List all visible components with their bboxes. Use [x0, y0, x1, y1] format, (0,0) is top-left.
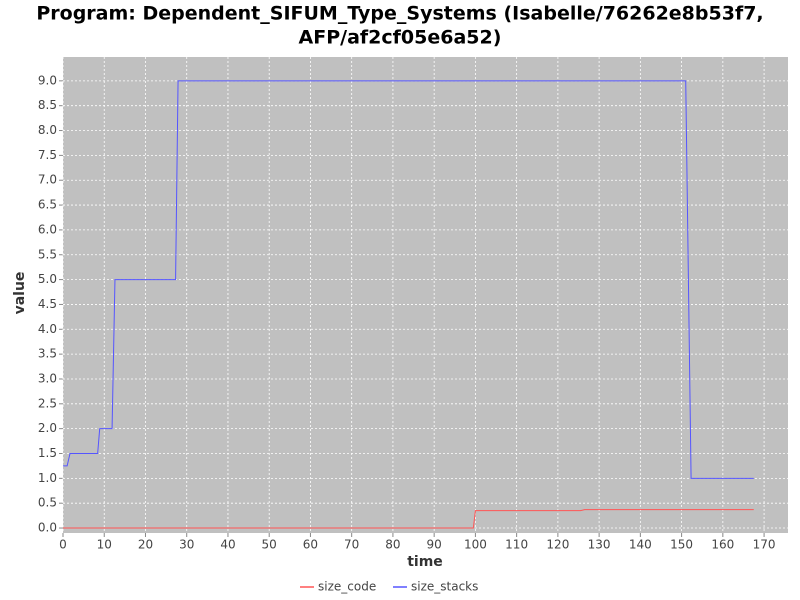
- x-tick-label: 20: [138, 538, 153, 552]
- y-tick-label: 8.5: [38, 98, 57, 112]
- x-tick-label: 60: [303, 538, 318, 552]
- y-tick-label: 1.0: [38, 471, 57, 485]
- legend-label: size_code: [318, 580, 376, 594]
- x-tick-label: 10: [97, 538, 112, 552]
- y-tick-label: 6.0: [38, 222, 57, 236]
- y-tick-label: 5.0: [38, 272, 57, 286]
- series-line: [63, 80, 754, 479]
- chart-title: AFP/af2cf05e6a52): [299, 27, 502, 49]
- y-tick-label: 5.5: [38, 247, 57, 261]
- y-tick-label: 9.0: [38, 73, 57, 87]
- y-tick-label: 2.5: [38, 396, 57, 410]
- y-tick-label: 2.0: [38, 421, 57, 435]
- y-axis-label: value: [12, 272, 28, 315]
- x-tick-label: 100: [464, 538, 487, 552]
- x-tick-label: 80: [385, 538, 400, 552]
- x-tick-label: 70: [344, 538, 359, 552]
- x-tick-label: 90: [427, 538, 442, 552]
- x-axis-label: time: [407, 554, 443, 570]
- y-tick-label: 4.5: [38, 297, 57, 311]
- y-tick-label: 8.0: [38, 123, 57, 137]
- y-tick-label: 6.5: [38, 198, 57, 212]
- y-tick-label: 7.5: [38, 148, 57, 162]
- y-tick-label: 0.5: [38, 496, 57, 510]
- chart-title: Program: Dependent_SIFUM_Type_Systems (I…: [36, 3, 763, 25]
- x-tick-label: 120: [546, 538, 569, 552]
- x-tick-label: 160: [711, 538, 734, 552]
- y-tick-label: 3.0: [38, 371, 57, 385]
- plot-area: [63, 57, 788, 533]
- x-tick-label: 40: [220, 538, 235, 552]
- x-tick-label: 110: [505, 538, 528, 552]
- y-tick-label: 7.0: [38, 173, 57, 187]
- x-tick-label: 140: [629, 538, 652, 552]
- x-tick-label: 0: [59, 538, 67, 552]
- y-tick-label: 1.5: [38, 446, 57, 460]
- y-tick-label: 4.0: [38, 322, 57, 336]
- y-tick-label: 0.0: [38, 521, 57, 535]
- x-tick-label: 50: [262, 538, 277, 552]
- x-tick-label: 30: [179, 538, 194, 552]
- x-tick-label: 170: [753, 538, 776, 552]
- x-tick-label: 130: [588, 538, 611, 552]
- y-tick-label: 3.5: [38, 347, 57, 361]
- x-tick-label: 150: [670, 538, 693, 552]
- legend-label: size_stacks: [411, 580, 478, 594]
- series-line: [63, 509, 754, 529]
